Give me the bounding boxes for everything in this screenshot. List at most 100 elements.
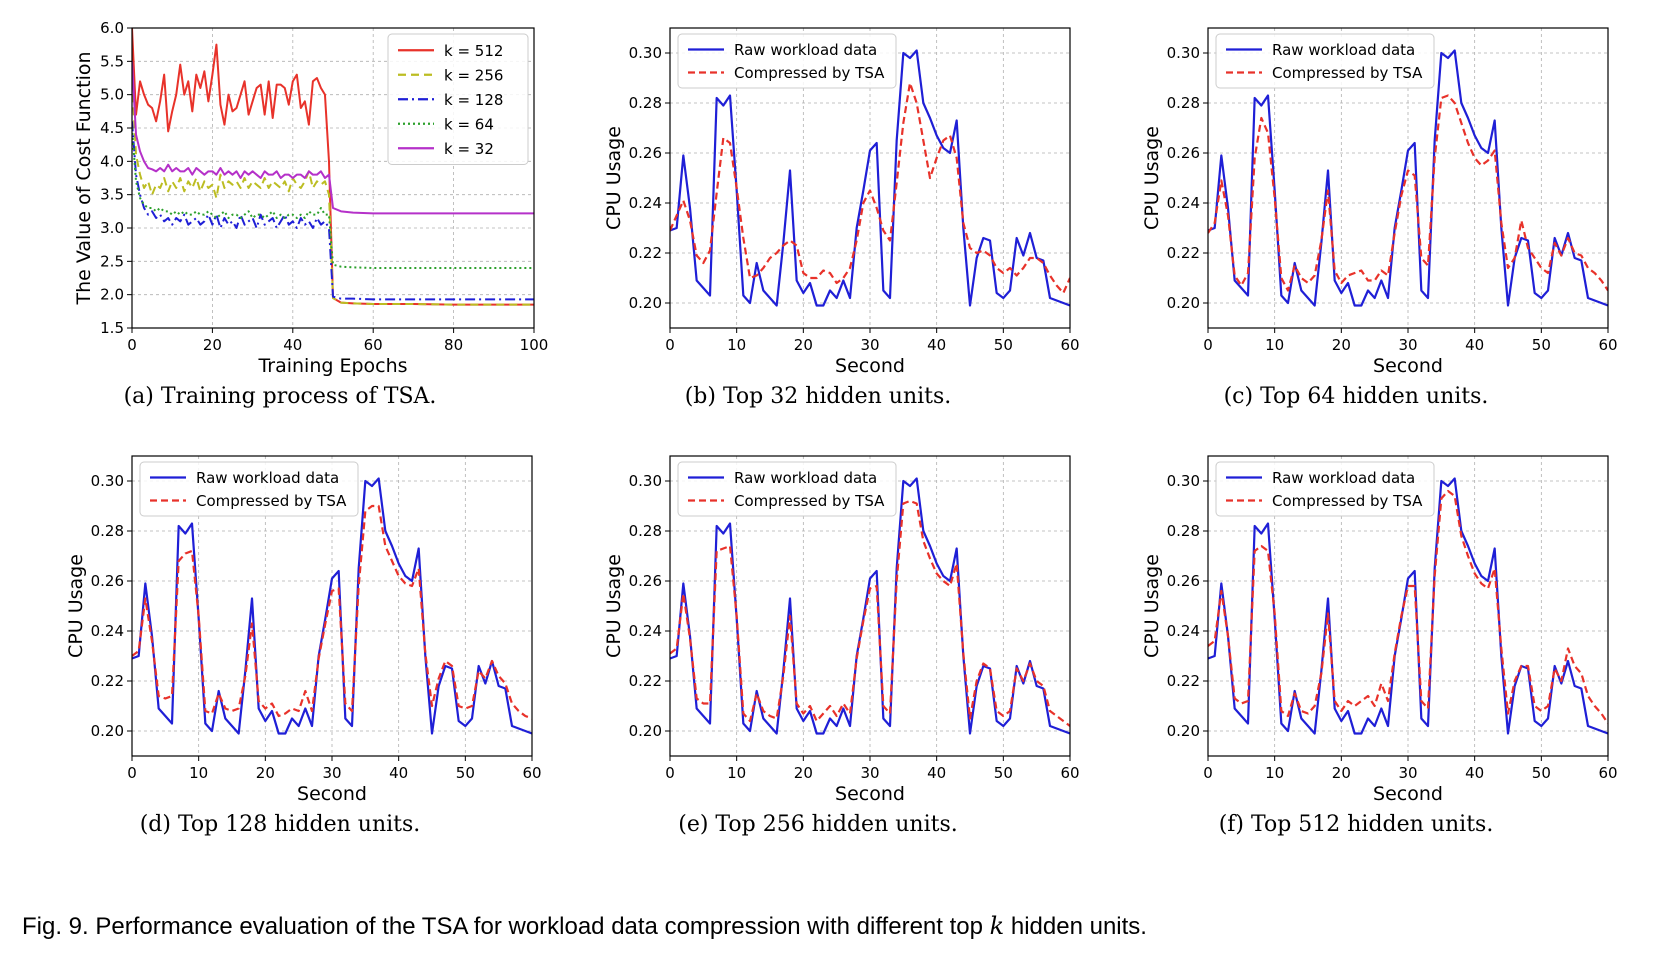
y-tick-label: 0.30 xyxy=(629,44,662,62)
figure-caption-k: k xyxy=(989,912,1005,940)
y-tick-label: 0.30 xyxy=(1167,44,1200,62)
y-tick-label: 2.5 xyxy=(100,252,124,270)
y-axis: 0.20 0.22 0.24 0.26 0.28 0.30 xyxy=(629,472,670,740)
x-tick-label: 50 xyxy=(456,764,475,782)
y-tick-label: 0.30 xyxy=(1167,472,1200,490)
x-tick-label: 40 xyxy=(1465,764,1484,782)
y-tick-label: 0.28 xyxy=(1167,94,1200,112)
series-line-k-256 xyxy=(132,81,534,306)
x-tick-label: 60 xyxy=(1060,764,1079,782)
series-line-k-64 xyxy=(132,127,534,269)
x-axis-title: Training Epochs xyxy=(257,355,407,377)
figure-caption-suffix: hidden units. xyxy=(1004,913,1147,940)
x-tick-label: 60 xyxy=(1598,764,1617,782)
subcaption-a: (a) Training process of TSA. xyxy=(123,384,437,409)
chart-panel-training: 0 20 40 60 80 100 1.5 2.0 2.5 3.0 3.5 4.0 4.5 5.0 5.5 6… xyxy=(20,12,548,452)
y-tick-label: 0.24 xyxy=(629,194,662,212)
x-tick-label: 40 xyxy=(1465,336,1484,354)
y-axis: 0.20 0.22 0.24 0.26 0.28 0.30 xyxy=(1167,472,1208,740)
series-line-k-32 xyxy=(132,61,534,215)
legend-label: k = 32 xyxy=(444,140,494,158)
x-axis-title: Second xyxy=(835,783,905,805)
x-tick-label: 20 xyxy=(203,336,222,354)
legend: Raw workload data Compressed by TSA xyxy=(677,461,897,517)
y-tick-label: 0.20 xyxy=(1167,294,1200,312)
subcaption-b: (b) Top 32 hidden units. xyxy=(684,384,952,409)
series-line-compressed-by-tsa xyxy=(670,499,1070,727)
figure-caption: Fig. 9. Performance evaluation of the TS… xyxy=(22,912,1147,941)
y-axis-title: CPU Usage xyxy=(603,126,625,230)
legend-label: Compressed by TSA xyxy=(196,492,347,510)
legend: k = 512 k = 256 k = 128 k = 64 k = 32 xyxy=(387,33,529,165)
legend: Raw workload data Compressed by TSA xyxy=(1215,461,1435,517)
x-tick-label: 20 xyxy=(794,764,813,782)
legend-box xyxy=(677,461,897,517)
x-axis: 0 10 20 30 40 50 60 xyxy=(665,756,1080,782)
series-line-compressed-by-tsa xyxy=(1208,94,1608,292)
x-tick-label: 30 xyxy=(322,764,341,782)
series-line-raw-workload-data xyxy=(670,49,1070,307)
y-tick-label: 0.26 xyxy=(629,572,662,590)
x-tick-label: 0 xyxy=(127,764,137,782)
x-tick-label: 60 xyxy=(1060,336,1079,354)
x-tick-label: 50 xyxy=(1532,764,1551,782)
y-axis: 0.20 0.22 0.24 0.26 0.28 0.30 xyxy=(91,472,132,740)
series-line-raw-workload-data xyxy=(132,477,532,735)
x-axis: 0 10 20 30 40 50 60 xyxy=(1203,328,1618,354)
x-tick-label: 50 xyxy=(994,336,1013,354)
training-cost-chart: 0 20 40 60 80 100 1.5 2.0 2.5 3.0 3.5 4.0 4.5 5.0 5.5 6… xyxy=(73,19,548,377)
series-group xyxy=(670,49,1070,307)
cpu-usage-chart-top256: 0 10 20 30 40 50 60 0.20 0.22 0.24 0.26 0.28 0.30 Sec… xyxy=(603,455,1080,805)
y-tick-label: 0.20 xyxy=(91,722,124,740)
x-axis-title: Second xyxy=(1373,783,1443,805)
x-tick-label: 60 xyxy=(364,336,383,354)
x-tick-label: 50 xyxy=(1532,336,1551,354)
y-axis-title: CPU Usage xyxy=(1141,554,1163,658)
y-axis-title: CPU Usage xyxy=(1141,126,1163,230)
series-group xyxy=(670,477,1070,735)
y-axis-title: CPU Usage xyxy=(65,554,87,658)
y-tick-label: 3.0 xyxy=(100,219,124,237)
legend-label: Raw workload data xyxy=(196,469,339,487)
x-tick-label: 80 xyxy=(444,336,463,354)
y-tick-label: 0.22 xyxy=(629,244,662,262)
x-tick-label: 10 xyxy=(727,336,746,354)
series-line-compressed-by-tsa xyxy=(1208,489,1608,725)
x-tick-label: 10 xyxy=(1265,336,1284,354)
legend-label: Raw workload data xyxy=(1272,41,1415,59)
y-tick-label: 0.20 xyxy=(629,722,662,740)
series-group xyxy=(1208,477,1608,735)
legend-box xyxy=(1215,461,1435,517)
chart-panel-top128: 0 10 20 30 40 50 60 0.20 0.22 0.24 0.26 0.28 0.30 Sec… xyxy=(20,440,542,880)
x-tick-label: 30 xyxy=(860,336,879,354)
legend: Raw workload data Compressed by TSA xyxy=(139,461,359,517)
chart-panel-top256: 0 10 20 30 40 50 60 0.20 0.22 0.24 0.26 0.28 0.30 Sec… xyxy=(558,440,1080,880)
y-tick-label: 0.26 xyxy=(1167,144,1200,162)
x-tick-label: 20 xyxy=(794,336,813,354)
series-group xyxy=(132,28,534,306)
y-tick-label: 0.22 xyxy=(1167,672,1200,690)
y-tick-label: 0.26 xyxy=(629,144,662,162)
y-tick-label: 4.0 xyxy=(100,152,124,170)
legend: Raw workload data Compressed by TSA xyxy=(1215,33,1435,89)
x-tick-label: 40 xyxy=(927,764,946,782)
chart-panel-top64: 0 10 20 30 40 50 60 0.20 0.22 0.24 0.26 0.28 0.30 Sec… xyxy=(1096,12,1618,452)
y-tick-label: 3.5 xyxy=(100,186,124,204)
y-tick-label: 0.24 xyxy=(629,622,662,640)
axes-frame xyxy=(131,27,535,329)
y-tick-label: 0.28 xyxy=(1167,522,1200,540)
series-line-compressed-by-tsa xyxy=(132,504,532,720)
x-axis: 0 10 20 30 40 50 60 xyxy=(665,328,1080,354)
y-tick-label: 5.0 xyxy=(100,86,124,104)
chart-panel-top512: 0 10 20 30 40 50 60 0.20 0.22 0.24 0.26 0.28 0.30 Sec… xyxy=(1096,440,1618,880)
y-tick-label: 0.28 xyxy=(629,94,662,112)
x-tick-label: 10 xyxy=(189,764,208,782)
legend-label: Raw workload data xyxy=(1272,469,1415,487)
x-tick-label: 30 xyxy=(1398,336,1417,354)
legend-label: Raw workload data xyxy=(734,469,877,487)
series-line-k-128 xyxy=(132,121,534,301)
x-tick-label: 0 xyxy=(665,764,675,782)
y-tick-label: 0.20 xyxy=(1167,722,1200,740)
x-tick-label: 10 xyxy=(727,764,746,782)
legend-label: Compressed by TSA xyxy=(1272,64,1423,82)
